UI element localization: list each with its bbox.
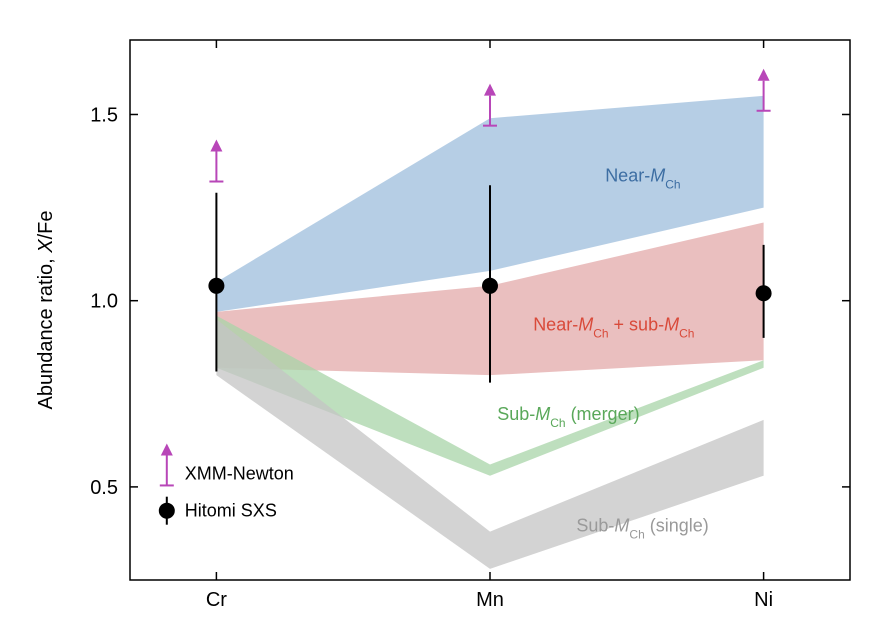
hitomi-point-0: [208, 278, 224, 294]
ytick-label: 1.0: [90, 291, 118, 313]
legend-xmm-label: XMM-Newton: [185, 463, 294, 483]
ytick-label: 1.5: [90, 104, 118, 126]
y-axis-label: Abundance ratio, X/Fe: [35, 210, 57, 409]
hitomi-point-2: [756, 285, 772, 301]
hitomi-point-1: [482, 278, 498, 294]
ytick-label: 0.5: [90, 477, 118, 499]
abundance-ratio-chart: Near-MChNear-MCh + sub-MChSub-MCh (merge…: [0, 0, 891, 634]
legend-hitomi-marker: [159, 503, 175, 519]
xtick-label: Cr: [206, 589, 227, 611]
xtick-label: Mn: [476, 589, 504, 611]
legend-hitomi-label: Hitomi SXS: [185, 501, 277, 521]
xtick-label: Ni: [754, 589, 773, 611]
